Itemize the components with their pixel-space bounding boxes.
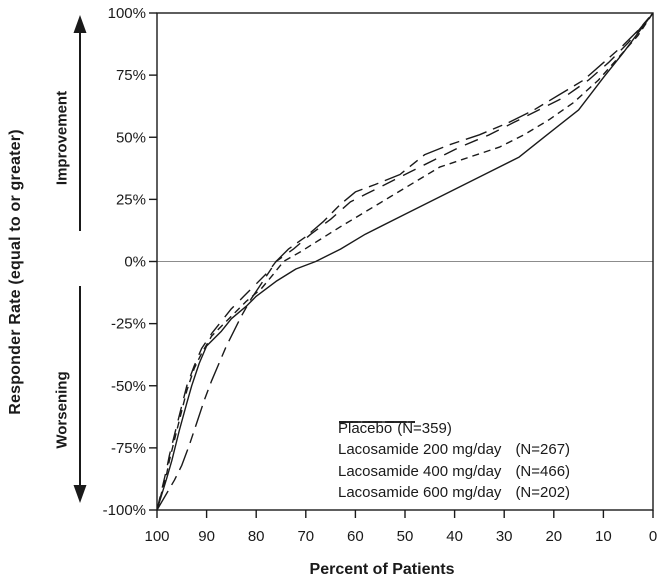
- legend: Placebo (N=359) Lacosamide 200 mg/day (N=26…: [338, 418, 570, 503]
- legend-n-value: (N=202): [515, 484, 571, 502]
- y-tick-label: 0%: [124, 254, 146, 271]
- y-axis-title: Responder Rate (equal to or greater): [7, 129, 24, 415]
- x-tick-label: 80: [248, 528, 265, 545]
- legend-item: Placebo (N=359): [338, 418, 570, 439]
- improvement-label: Improvement: [53, 90, 71, 186]
- x-tick-label: 60: [347, 528, 364, 545]
- legend-n-value: (N=466): [515, 462, 571, 480]
- legend-n-value: (N=267): [515, 441, 571, 459]
- y-tick-label: -100%: [103, 502, 146, 519]
- x-tick-label: 20: [545, 528, 562, 545]
- x-tick-label: 70: [297, 528, 314, 545]
- legend-item: Lacosamide 200 mg/day (N=267): [338, 421, 571, 460]
- y-tick-label: 25%: [116, 191, 146, 208]
- legend-label: Lacosamide 400 mg/day: [338, 462, 502, 480]
- x-axis-title: Percent of Patients: [309, 561, 455, 578]
- improvement-arrow-head: [73, 15, 87, 33]
- y-tick-label: 100%: [108, 5, 146, 22]
- y-tick-label: -50%: [111, 378, 146, 395]
- curve-lacosamide-400-mg-day: [156, 12, 654, 511]
- x-tick-label: 40: [446, 528, 463, 545]
- y-tick-label: 50%: [116, 129, 146, 146]
- legend-label: Lacosamide 600 mg/day: [338, 484, 502, 502]
- y-tick-label: -25%: [111, 316, 146, 333]
- y-tick-label: -75%: [111, 440, 146, 457]
- x-tick-label: 90: [198, 528, 215, 545]
- legend-item: Lacosamide 600 mg/day (N=202): [338, 421, 571, 503]
- legend-n-value: (N=359): [397, 420, 452, 438]
- curve-lacosamide-200-mg-day: [156, 12, 654, 511]
- curve-placebo: [156, 12, 654, 511]
- y-tick-label: 75%: [116, 67, 146, 84]
- legend-sample-line: [339, 421, 415, 423]
- x-tick-label: 0: [649, 528, 657, 545]
- worsening-label: Worsening: [53, 371, 71, 449]
- worsening-arrow-head: [73, 485, 87, 503]
- legend-item: Lacosamide 400 mg/day (N=466): [338, 421, 571, 482]
- curve-lacosamide-600-mg-day: [156, 12, 654, 511]
- legend-label: Placebo: [338, 420, 393, 438]
- x-tick-label: 30: [496, 528, 513, 545]
- x-tick-label: 100: [144, 528, 169, 545]
- legend-label: Lacosamide 200 mg/day: [338, 441, 502, 459]
- x-tick-label: 50: [397, 528, 414, 545]
- x-tick-label: 10: [595, 528, 612, 545]
